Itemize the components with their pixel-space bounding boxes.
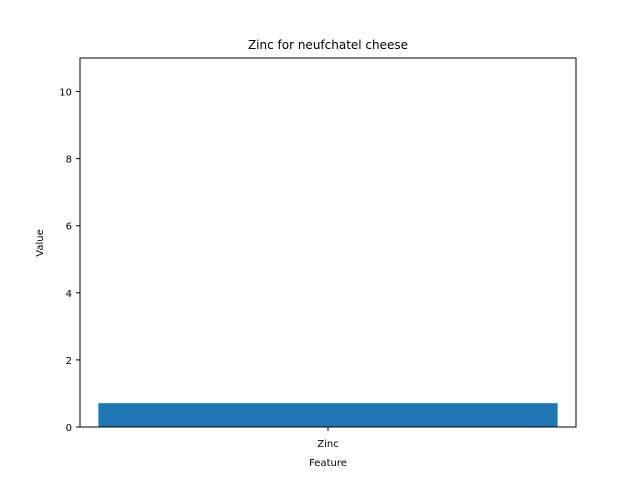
- chart-title: Zinc for neufchatel cheese: [248, 38, 408, 52]
- x-axis-ticks: Zinc: [317, 427, 339, 450]
- y-tick-label: 2: [66, 356, 72, 367]
- y-tick-label: 4: [66, 289, 72, 300]
- plot-area: 0 2 4 6 8 10 Zinc: [59, 57, 577, 450]
- y-tick-label: 10: [59, 88, 72, 99]
- y-tick-label: 0: [66, 423, 72, 434]
- y-tick-label: 8: [66, 155, 72, 166]
- bar-zinc: [98, 403, 558, 427]
- x-axis-label: Feature: [309, 458, 347, 469]
- x-tick-label: Zinc: [317, 439, 338, 450]
- bars: [98, 403, 558, 427]
- y-axis-label: Value: [35, 229, 46, 256]
- y-axis-ticks: 0 2 4 6 8 10: [59, 88, 80, 434]
- y-tick-label: 6: [66, 222, 72, 233]
- plot-frame: [79, 57, 577, 428]
